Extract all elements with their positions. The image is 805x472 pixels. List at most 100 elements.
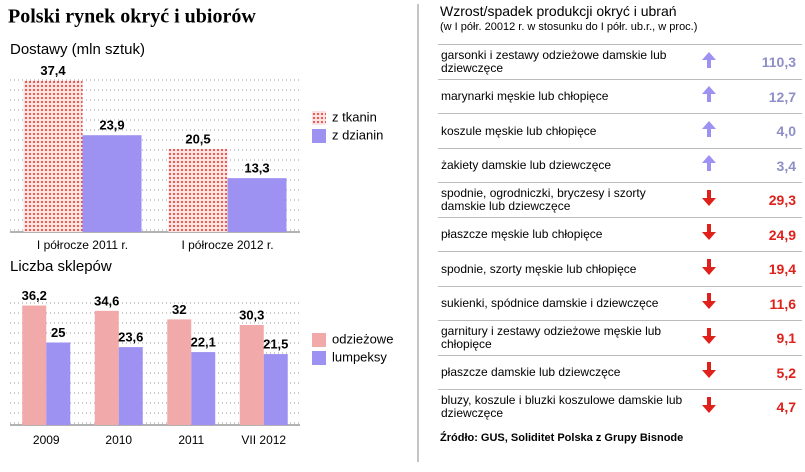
- row-label: sukienki, spódnice damskie i dziewczęce: [441, 296, 659, 311]
- chart-title: Liczba sklepów: [10, 258, 112, 275]
- trend-arrow: [689, 258, 729, 281]
- value-label: 13,3: [244, 161, 269, 176]
- arrow-down: [701, 362, 716, 379]
- arrow-down: [701, 224, 716, 241]
- bar: [94, 310, 119, 425]
- row-label: spodnie, szorty męskie lub chłopięce: [441, 261, 637, 276]
- value-label: 21,5: [263, 336, 288, 351]
- bar: [239, 325, 264, 425]
- legend-swatch: [312, 351, 326, 365]
- arrow-down: [701, 293, 716, 310]
- table-row: spodnie, szorty męskie lub chłopięce 19,4: [438, 251, 802, 287]
- value-label: 34,6: [94, 293, 119, 308]
- row-value: 4,7: [776, 399, 797, 416]
- trend-arrow: [689, 396, 729, 419]
- row-label: garnitury i zestawy odzieżowe męskie lub…: [441, 324, 662, 352]
- x-tick-label: I półrocze 2011 r.: [37, 238, 128, 252]
- legend-swatch: [312, 129, 326, 143]
- table-row: żakiety damskie lub dziewczęce 3,4: [438, 147, 802, 184]
- x-tick-label: 2011: [178, 433, 204, 447]
- trend-arrow: [689, 327, 729, 350]
- row-label: koszule męskie lub chłopięce: [441, 123, 597, 138]
- table-row: płaszcze męskie lub chłopięce 24,9: [438, 216, 802, 253]
- bar: [82, 135, 142, 232]
- charts: Polski rynek okryć i ubiorów Dostawy (ml…: [8, 4, 419, 462]
- arrow-up: [701, 155, 716, 172]
- table-row: garsonki i zestawy odzieżowe damskie lub…: [438, 44, 802, 80]
- trend-arrow: [689, 51, 729, 74]
- trend-arrow: [689, 361, 729, 384]
- bar: [167, 319, 192, 425]
- trend-arrow: [689, 292, 729, 315]
- value-label: 37,4: [40, 63, 66, 78]
- legend-swatch: [312, 333, 326, 347]
- row-label: żakiety damskie lub dziewczęce: [441, 158, 612, 173]
- row-value: 24,9: [768, 226, 797, 243]
- arrow-down: [701, 189, 716, 206]
- value-label: 23,6: [118, 330, 143, 345]
- row-value: 11,6: [769, 295, 797, 312]
- table-subtitle: (w I półr. 20012 r. w stosunku do I półr…: [440, 21, 698, 33]
- arrow-down: [701, 396, 716, 413]
- row-label: bluzy, koszule i bluzki koszulowe damski…: [441, 393, 683, 421]
- row-label: płaszcze męskie lub chłopięce: [441, 227, 603, 242]
- x-tick-label: VII 2012: [241, 433, 286, 447]
- x-tick-label: I półrocze 2012 r.: [181, 238, 273, 252]
- row-value: 5,2: [776, 364, 797, 381]
- trend-arrow: [689, 85, 729, 108]
- row-value: 3,4: [776, 157, 797, 174]
- row-value: 19,4: [768, 261, 797, 278]
- row-value: 110,3: [761, 54, 797, 71]
- source: Źródło: GUS, Soliditet Polska z Grupy Bi…: [440, 432, 684, 444]
- x-tick-label: 2009: [33, 433, 60, 447]
- table-row: koszule męskie lub chłopięce 4,0: [438, 113, 802, 149]
- arrow-up: [701, 51, 716, 68]
- trend-arrow: [689, 120, 729, 143]
- bar: [168, 148, 228, 232]
- row-value: 9,1: [776, 330, 797, 347]
- table-row: spodnie, ogrodniczki, bryczesy i szorty …: [438, 182, 802, 218]
- bar: [46, 342, 71, 425]
- table-row: bluzy, koszule i bluzki koszulowe damski…: [438, 389, 802, 425]
- row-value: 4,0: [776, 123, 797, 140]
- value-label: 32: [172, 302, 186, 317]
- value-label: 25: [51, 325, 65, 340]
- arrow-down: [701, 327, 716, 344]
- arrow-down: [701, 258, 716, 275]
- table-row: sukienki, spódnice damskie i dziewczęce 1…: [438, 285, 802, 322]
- legend-label: z tkanin: [332, 109, 377, 124]
- main-title: Polski rynek okryć i ubiorów: [8, 6, 256, 28]
- row-label: spodnie, ogrodniczki, bryczesy i szorty …: [441, 186, 646, 214]
- arrow-up: [701, 86, 716, 103]
- value-label: 20,5: [185, 131, 210, 146]
- bar: [227, 178, 287, 232]
- arrow-up: [701, 120, 716, 137]
- value-label: 36,2: [22, 288, 47, 303]
- legend-label: lumpeksy: [332, 349, 387, 364]
- table-row: garnitury i zestawy odzieżowe męskie lub…: [438, 320, 802, 356]
- row-label: płaszcze damskie lub dziewczęce: [441, 365, 621, 380]
- legend-swatch: [312, 111, 326, 125]
- table-row: płaszcze damskie lub dziewczęce 5,2: [438, 354, 802, 391]
- row-label: marynarki męskie lub chłopięce: [441, 89, 609, 104]
- row-label: garsonki i zestawy odzieżowe damskie lub…: [441, 48, 667, 76]
- value-label: 23,9: [99, 118, 124, 133]
- row-value: 29,3: [768, 192, 797, 209]
- value-label: 30,3: [239, 307, 264, 322]
- trend-arrow: [689, 154, 729, 177]
- table-row: marynarki męskie lub chłopięce 12,7: [438, 78, 802, 115]
- bar: [118, 347, 143, 425]
- row-value: 12,7: [768, 88, 797, 105]
- legend-label: odzieżowe: [332, 331, 393, 346]
- chart-title: Dostawy (mln sztuk): [10, 41, 145, 58]
- x-tick-label: 2010: [105, 433, 132, 447]
- legend-label: z dzianin: [332, 127, 383, 142]
- value-label: 22,1: [191, 335, 216, 350]
- bar: [263, 354, 288, 425]
- bar: [191, 352, 216, 425]
- bar: [22, 305, 47, 425]
- trend-arrow: [689, 223, 729, 246]
- table-title: Wzrost/spadek produkcji okryć i ubrań: [440, 3, 677, 19]
- bar: [23, 80, 83, 232]
